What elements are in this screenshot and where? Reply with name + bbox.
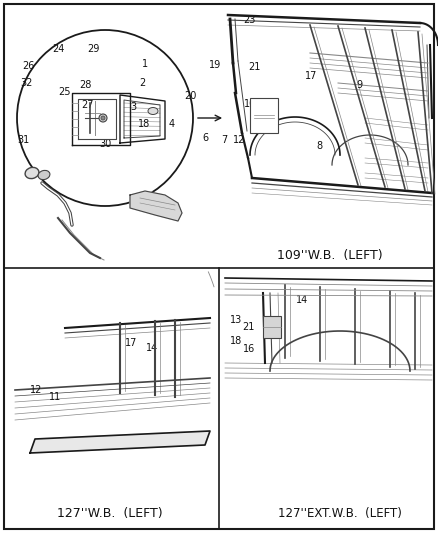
Text: 13: 13 (230, 315, 243, 325)
Ellipse shape (38, 171, 50, 180)
Text: 23: 23 (244, 15, 256, 25)
Text: 4: 4 (169, 119, 175, 128)
Text: 28: 28 (79, 80, 92, 90)
Text: 32: 32 (20, 78, 32, 87)
Text: 6: 6 (203, 133, 209, 142)
Text: 25: 25 (59, 87, 71, 96)
Text: 27: 27 (81, 100, 94, 110)
Text: 12: 12 (30, 385, 42, 395)
Text: 9: 9 (356, 80, 362, 90)
Bar (250, 98, 278, 133)
Text: 18: 18 (230, 336, 242, 346)
Text: 20: 20 (184, 91, 197, 101)
Text: 8: 8 (317, 141, 323, 151)
Text: 16: 16 (243, 344, 255, 353)
Text: 29: 29 (87, 44, 99, 54)
Text: 7: 7 (222, 135, 228, 144)
Text: 127''W.B.  (LEFT): 127''W.B. (LEFT) (57, 506, 163, 520)
Circle shape (17, 30, 193, 206)
Text: 21: 21 (243, 322, 255, 332)
Text: 14: 14 (296, 295, 308, 304)
Ellipse shape (148, 108, 158, 115)
Text: 18: 18 (138, 119, 150, 128)
Circle shape (101, 116, 105, 120)
Bar (263, 316, 281, 338)
Text: 12: 12 (233, 135, 245, 144)
Text: 22: 22 (254, 112, 267, 122)
Text: 21: 21 (248, 62, 260, 71)
Polygon shape (30, 431, 210, 453)
Text: 10: 10 (244, 99, 256, 109)
Text: 1: 1 (141, 59, 148, 69)
Ellipse shape (25, 167, 39, 179)
Text: 14: 14 (146, 343, 159, 352)
Text: 109''W.B.  (LEFT): 109''W.B. (LEFT) (277, 248, 383, 262)
Text: 19: 19 (208, 60, 221, 70)
Text: 24: 24 (52, 44, 64, 54)
Text: 30: 30 (99, 139, 111, 149)
Text: 17: 17 (305, 71, 317, 80)
Polygon shape (130, 191, 182, 221)
Circle shape (99, 114, 107, 122)
Text: 3: 3 (131, 102, 137, 111)
Text: 2: 2 (139, 78, 145, 87)
Text: 127''EXT.W.B.  (LEFT): 127''EXT.W.B. (LEFT) (278, 506, 402, 520)
Text: 31: 31 (17, 135, 29, 144)
Text: 26: 26 (22, 61, 35, 71)
Text: 11: 11 (49, 392, 61, 402)
Text: 17: 17 (125, 338, 138, 348)
